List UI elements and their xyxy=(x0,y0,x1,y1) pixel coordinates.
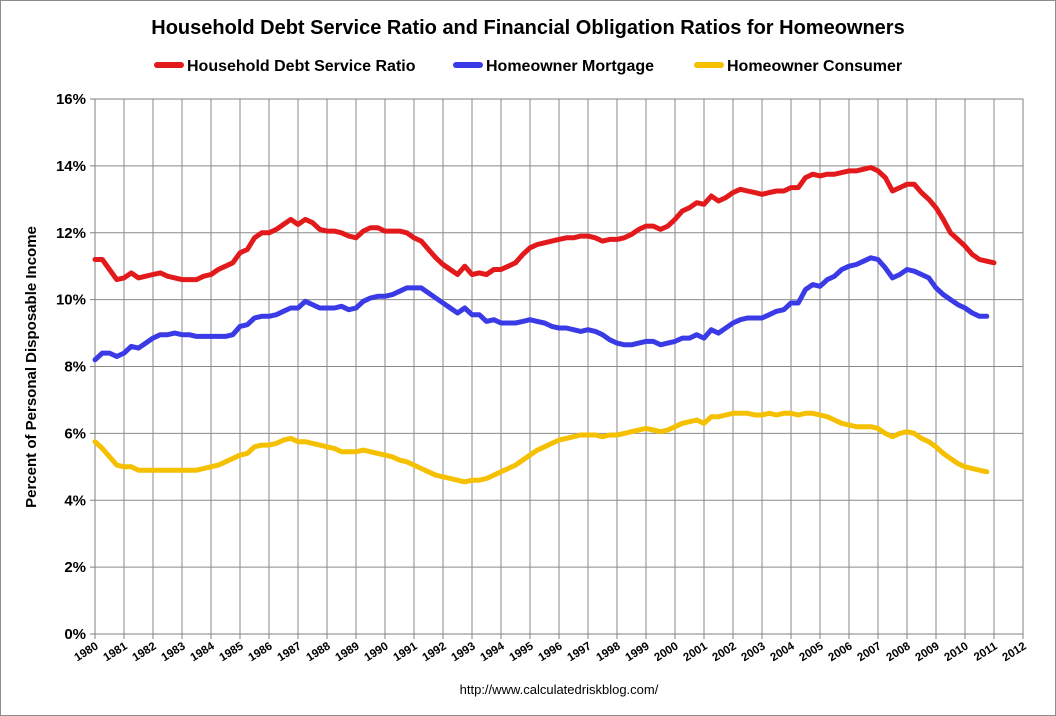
x-tick-label: 2011 xyxy=(972,640,1000,664)
x-tick-label: 1997 xyxy=(566,640,594,664)
x-tick-label: 2007 xyxy=(856,640,884,664)
x-tick-label: 2001 xyxy=(682,640,711,664)
x-tick-label: 2009 xyxy=(914,640,942,664)
x-tick-label: 1994 xyxy=(479,640,508,664)
x-tick-label: 1995 xyxy=(508,640,537,664)
legend: Household Debt Service Ratio Homeowner M… xyxy=(154,58,902,75)
y-tick-label: 0% xyxy=(64,626,86,643)
y-tick-label: 4% xyxy=(64,492,86,509)
x-tick-label: 2010 xyxy=(943,640,971,664)
x-tick-label: 2012 xyxy=(1001,640,1029,664)
x-tick-label: 1985 xyxy=(218,640,247,664)
x-tick-label: 2002 xyxy=(711,640,739,664)
y-tick-label: 8% xyxy=(64,359,86,376)
x-tick-label: 2005 xyxy=(798,640,827,664)
y-tick-label: 16% xyxy=(56,91,86,108)
legend-label-mortgage: Homeowner Mortgage xyxy=(486,58,654,75)
x-tick-label: 1983 xyxy=(160,640,188,664)
x-tick-label: 1991 xyxy=(392,640,421,664)
x-tick-label: 1996 xyxy=(537,640,565,664)
series-lines xyxy=(92,165,997,485)
y-tick-label: 6% xyxy=(64,425,86,442)
series-line-0 xyxy=(92,165,997,283)
x-tick-label: 1984 xyxy=(189,640,218,664)
x-tick-label: 1988 xyxy=(305,640,334,664)
x-tick-label: 2003 xyxy=(740,640,768,664)
x-tick-label: 1986 xyxy=(247,640,275,664)
x-tick-label: 1981 xyxy=(102,640,131,664)
y-axis-label: Percent of Personal Disposable Income xyxy=(23,226,40,508)
y-tick-label: 12% xyxy=(56,225,86,242)
chart-title: Household Debt Service Ratio and Financi… xyxy=(151,17,904,39)
y-tick-label: 2% xyxy=(64,559,86,576)
x-tick-label: 1990 xyxy=(363,640,391,664)
x-tick-label: 1987 xyxy=(276,640,304,664)
y-tick-label: 14% xyxy=(56,158,86,175)
x-tick-label: 2008 xyxy=(885,640,914,664)
x-tick-label: 1999 xyxy=(624,640,652,664)
x-tick-label: 1980 xyxy=(73,640,101,664)
x-tick-label: 1998 xyxy=(595,640,624,664)
series-line-2 xyxy=(92,410,990,485)
legend-label-consumer: Homeowner Consumer xyxy=(727,58,902,75)
x-tick-label: 2006 xyxy=(827,640,855,664)
legend-label-debt-service: Household Debt Service Ratio xyxy=(187,58,416,75)
series-line-1 xyxy=(92,255,990,363)
x-tick-label: 2004 xyxy=(769,640,798,664)
x-tick-label: 1982 xyxy=(131,640,159,664)
x-tick-label: 1989 xyxy=(334,640,362,664)
source-url: http://www.calculatedriskblog.com/ xyxy=(460,682,659,697)
x-tick-label: 1993 xyxy=(450,640,478,664)
y-axis: 0% 2% 4% 6% 8% 10% 12% 14% 16% xyxy=(56,91,95,643)
x-axis: 1980 1981 1982 1983 1984 1985 1986 1987 1988 1989… xyxy=(73,634,1029,664)
x-tick-label: 1992 xyxy=(421,640,449,664)
x-tick-label: 2000 xyxy=(653,640,681,664)
y-tick-label: 10% xyxy=(56,292,86,309)
